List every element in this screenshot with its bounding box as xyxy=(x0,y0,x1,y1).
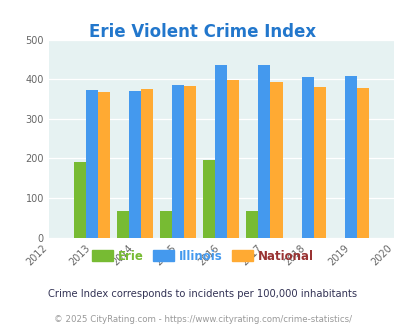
Bar xyxy=(313,87,325,238)
Legend: Erie, Illinois, National: Erie, Illinois, National xyxy=(88,246,317,266)
Bar xyxy=(172,85,184,238)
Bar xyxy=(129,91,141,238)
Bar xyxy=(356,87,368,238)
Bar xyxy=(141,89,153,238)
Bar xyxy=(301,77,313,238)
Text: Crime Index corresponds to incidents per 100,000 inhabitants: Crime Index corresponds to incidents per… xyxy=(48,289,357,299)
Bar xyxy=(98,92,110,238)
Bar xyxy=(270,82,282,238)
Text: Erie Violent Crime Index: Erie Violent Crime Index xyxy=(89,23,316,41)
Bar xyxy=(227,81,239,238)
Bar xyxy=(344,76,356,238)
Bar xyxy=(258,65,270,238)
Bar xyxy=(246,211,258,238)
Bar xyxy=(117,211,129,238)
Bar xyxy=(160,211,172,238)
Bar xyxy=(74,162,85,238)
Text: © 2025 CityRating.com - https://www.cityrating.com/crime-statistics/: © 2025 CityRating.com - https://www.city… xyxy=(54,315,351,324)
Bar xyxy=(215,65,227,238)
Bar xyxy=(202,160,215,238)
Bar xyxy=(184,86,196,238)
Bar xyxy=(85,90,98,238)
